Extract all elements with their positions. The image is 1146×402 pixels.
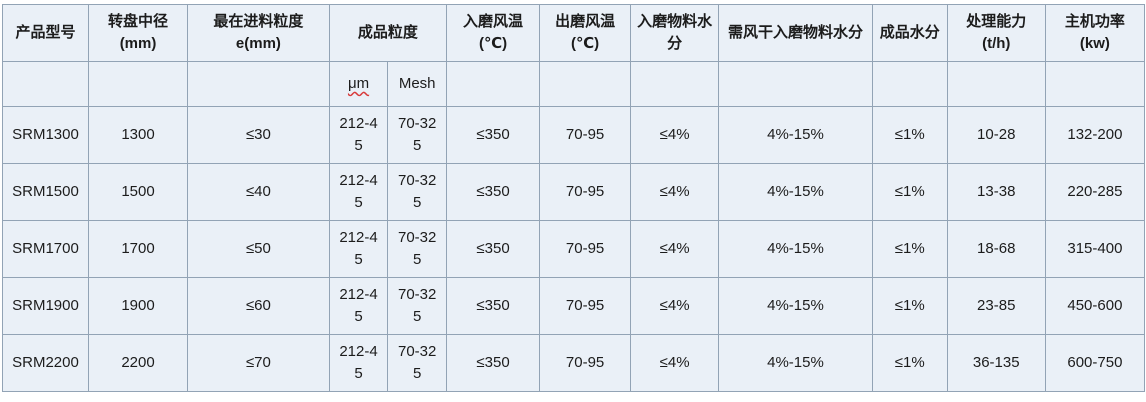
cell-feed-size: ≤70 <box>187 334 330 392</box>
empty-header-cell <box>871 61 948 107</box>
empty-header-cell <box>539 61 632 107</box>
cell-product-moisture: ≤1% <box>871 334 948 392</box>
empty-header-cell <box>1044 61 1146 107</box>
cell-air-dry-moisture: 4%-15% <box>718 163 873 221</box>
cell-power: 220-285 <box>1044 163 1146 221</box>
cell-inlet-temp: ≤350 <box>446 220 541 278</box>
cell-inlet-moisture: ≤4% <box>630 106 720 164</box>
cell-capacity: 36-135 <box>946 334 1046 392</box>
empty-header-cell <box>946 61 1046 107</box>
cell-inlet-temp: ≤350 <box>446 163 541 221</box>
cell-outlet-temp: 70-95 <box>539 334 632 392</box>
cell-air-dry-moisture: 4%-15% <box>718 334 873 392</box>
cell-model: SRM1700 <box>2 220 89 278</box>
cell-inlet-moisture: ≤4% <box>630 334 720 392</box>
cell-mesh: 70-325 <box>387 277 448 335</box>
table-row-srm2200: SRM2200 2200 ≤70 212-45 70-325 ≤350 70-9… <box>2 334 1146 392</box>
empty-header-cell <box>718 61 873 107</box>
cell-product-moisture: ≤1% <box>871 106 948 164</box>
cell-capacity: 18-68 <box>946 220 1046 278</box>
cell-air-dry-moisture: 4%-15% <box>718 220 873 278</box>
col-header-inlet-material-moisture: 入磨物料水分 <box>630 4 720 62</box>
col-header-finished-moisture: 成品水分 <box>871 4 948 62</box>
cell-um: 212-45 <box>328 163 389 221</box>
cell-outlet-temp: 70-95 <box>539 106 632 164</box>
cell-feed-size: ≤30 <box>187 106 330 164</box>
cell-model: SRM1500 <box>2 163 89 221</box>
table-row-srm1700: SRM1700 1700 ≤50 212-45 70-325 ≤350 70-9… <box>2 220 1146 278</box>
cell-air-dry-moisture: 4%-15% <box>718 106 873 164</box>
cell-diameter: 1700 <box>87 220 189 278</box>
col-header-air-dry-inlet-moisture: 需风干入磨物料水分 <box>718 4 873 62</box>
cell-outlet-temp: 70-95 <box>539 220 632 278</box>
header-row-main: 产品型号 转盘中径 (mm) 最在进料粒度 e(mm) 成品粒度 入磨风温 (℃… <box>2 4 1146 62</box>
cell-inlet-temp: ≤350 <box>446 106 541 164</box>
cell-power: 315-400 <box>1044 220 1146 278</box>
empty-header-cell <box>446 61 541 107</box>
col-header-finished-particle-size: 成品粒度 <box>328 4 448 62</box>
cell-diameter: 1900 <box>87 277 189 335</box>
cell-mesh: 70-325 <box>387 220 448 278</box>
col-header-outlet-air-temp: 出磨风温 (℃) <box>539 4 632 62</box>
cell-model: SRM2200 <box>2 334 89 392</box>
empty-header-cell <box>187 61 330 107</box>
cell-capacity: 13-38 <box>946 163 1046 221</box>
cell-inlet-moisture: ≤4% <box>630 163 720 221</box>
sub-header-um: μm <box>328 61 389 107</box>
cell-outlet-temp: 70-95 <box>539 277 632 335</box>
col-header-max-feed-size: 最在进料粒度 e(mm) <box>187 4 330 62</box>
cell-mesh: 70-325 <box>387 163 448 221</box>
cell-diameter: 1500 <box>87 163 189 221</box>
cell-um: 212-45 <box>328 277 389 335</box>
cell-air-dry-moisture: 4%-15% <box>718 277 873 335</box>
spec-table: 产品型号 转盘中径 (mm) 最在进料粒度 e(mm) 成品粒度 入磨风温 (℃… <box>2 4 1146 392</box>
cell-product-moisture: ≤1% <box>871 163 948 221</box>
cell-feed-size: ≤60 <box>187 277 330 335</box>
empty-header-cell <box>2 61 89 107</box>
cell-inlet-moisture: ≤4% <box>630 220 720 278</box>
cell-um: 212-45 <box>328 106 389 164</box>
cell-capacity: 10-28 <box>946 106 1046 164</box>
col-header-main-power: 主机功率 (kw) <box>1044 4 1146 62</box>
table-row-srm1900: SRM1900 1900 ≤60 212-45 70-325 ≤350 70-9… <box>2 277 1146 335</box>
sub-header-mesh: Mesh <box>387 61 448 107</box>
empty-header-cell <box>630 61 720 107</box>
cell-product-moisture: ≤1% <box>871 220 948 278</box>
cell-inlet-temp: ≤350 <box>446 277 541 335</box>
cell-power: 450-600 <box>1044 277 1146 335</box>
col-header-product-model: 产品型号 <box>2 4 89 62</box>
col-header-turntable-diameter: 转盘中径 (mm) <box>87 4 189 62</box>
cell-mesh: 70-325 <box>387 106 448 164</box>
cell-um: 212-45 <box>328 334 389 392</box>
cell-power: 600-750 <box>1044 334 1146 392</box>
cell-model: SRM1300 <box>2 106 89 164</box>
table-row-srm1300: SRM1300 1300 ≤30 212-45 70-325 ≤350 70-9… <box>2 106 1146 164</box>
cell-capacity: 23-85 <box>946 277 1046 335</box>
cell-um: 212-45 <box>328 220 389 278</box>
header-row-sub: μm Mesh <box>2 61 1146 107</box>
cell-feed-size: ≤50 <box>187 220 330 278</box>
table-row-srm1500: SRM1500 1500 ≤40 212-45 70-325 ≤350 70-9… <box>2 163 1146 221</box>
cell-diameter: 2200 <box>87 334 189 392</box>
empty-header-cell <box>87 61 189 107</box>
col-header-capacity: 处理能力 (t/h) <box>946 4 1046 62</box>
cell-power: 132-200 <box>1044 106 1146 164</box>
cell-product-moisture: ≤1% <box>871 277 948 335</box>
cell-model: SRM1900 <box>2 277 89 335</box>
cell-inlet-moisture: ≤4% <box>630 277 720 335</box>
col-header-inlet-air-temp: 入磨风温 (℃) <box>446 4 541 62</box>
cell-diameter: 1300 <box>87 106 189 164</box>
cell-mesh: 70-325 <box>387 334 448 392</box>
cell-outlet-temp: 70-95 <box>539 163 632 221</box>
cell-inlet-temp: ≤350 <box>446 334 541 392</box>
cell-feed-size: ≤40 <box>187 163 330 221</box>
